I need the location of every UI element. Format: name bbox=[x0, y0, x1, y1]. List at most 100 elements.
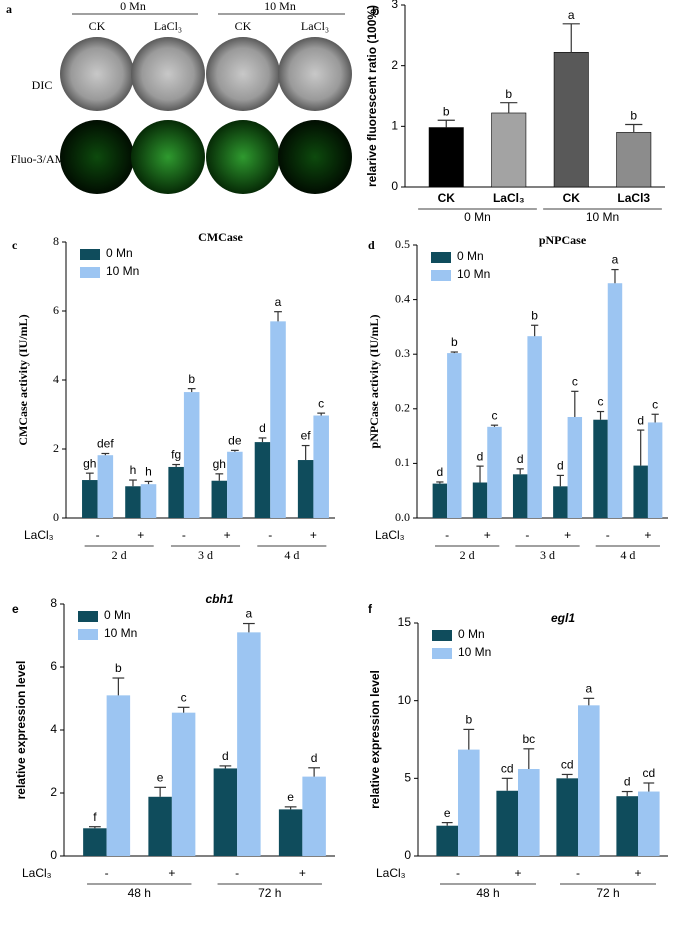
significance-letter: c bbox=[318, 396, 324, 410]
significance-letter: b bbox=[465, 713, 472, 727]
significance-letter: def bbox=[97, 437, 114, 451]
significance-letter: e bbox=[157, 771, 164, 785]
y-tick-label: 8 bbox=[53, 234, 59, 248]
group-label: 48 h bbox=[128, 886, 151, 900]
treatment-label: LaCl₃ bbox=[24, 528, 54, 542]
legend-label: 10 Mn bbox=[458, 645, 491, 659]
y-tick-label: 3 bbox=[391, 0, 398, 11]
bar bbox=[97, 455, 114, 518]
bar bbox=[518, 769, 540, 856]
row-label: DIC bbox=[32, 78, 53, 92]
bar bbox=[616, 132, 652, 188]
y-axis-label: relative expression level bbox=[14, 661, 28, 800]
significance-letter: fg bbox=[171, 448, 181, 462]
chart: d 0.0 0.1 0.2 0.3 0.4 0.5 pNPCase activity (IU/… bbox=[367, 233, 668, 562]
bar bbox=[428, 127, 464, 188]
group-label: 3 d bbox=[540, 548, 555, 562]
group-label: 0 Mn bbox=[120, 0, 146, 13]
treatment-label: LaCl₃ bbox=[375, 528, 405, 542]
significance-letter: d bbox=[477, 449, 484, 463]
legend-label: 0 Mn bbox=[457, 249, 484, 263]
chart: c 0 2 4 6 8 CMCase activity (IU/mL) CMCase gh h fg… bbox=[12, 230, 335, 562]
group-label: 0 Mn bbox=[464, 210, 491, 224]
significance-letter: b bbox=[505, 87, 512, 101]
group-label: 2 d bbox=[460, 548, 475, 562]
y-axis-label: relative expression level bbox=[368, 670, 382, 809]
micrograph bbox=[60, 37, 134, 111]
panel-label: a bbox=[6, 2, 12, 16]
significance-letter: d bbox=[311, 751, 318, 765]
bar bbox=[567, 416, 583, 518]
x-tick-label: + bbox=[634, 866, 641, 880]
bar bbox=[607, 283, 623, 518]
x-tick-label: - bbox=[525, 528, 529, 542]
y-axis-label: CMCase activity (IU/mL) bbox=[16, 314, 30, 445]
y-tick-label: 0.1 bbox=[395, 455, 410, 469]
bar bbox=[593, 419, 608, 518]
bar bbox=[527, 336, 542, 518]
y-tick-label: 0.3 bbox=[395, 346, 410, 360]
y-tick-label: 2 bbox=[391, 58, 398, 72]
significance-letter: bc bbox=[522, 732, 535, 746]
panel-label: f bbox=[368, 602, 373, 616]
significance-letter: a bbox=[275, 295, 282, 309]
group-label: 4 d bbox=[620, 548, 635, 562]
x-tick-label: - bbox=[456, 866, 460, 880]
x-tick-label: + bbox=[484, 528, 491, 542]
y-tick-label: 0 bbox=[391, 179, 398, 193]
bar bbox=[638, 791, 660, 856]
y-tick-label: 4 bbox=[50, 722, 57, 736]
y-tick-label: 0 bbox=[404, 848, 411, 862]
y-axis-label: pNPCase activity (IU/mL) bbox=[367, 315, 381, 449]
bar bbox=[313, 415, 329, 518]
bar bbox=[237, 632, 261, 856]
significance-letter: c bbox=[598, 395, 604, 409]
significance-letter: a bbox=[612, 253, 619, 267]
bar bbox=[148, 796, 172, 856]
significance-letter: d bbox=[517, 452, 524, 466]
x-tick-label: CK bbox=[438, 191, 456, 205]
y-tick-label: 0 bbox=[50, 848, 57, 862]
y-tick-label: 0.5 bbox=[395, 237, 410, 251]
significance-letter: d bbox=[557, 459, 564, 473]
significance-letter: gh bbox=[213, 457, 226, 471]
micrograph bbox=[131, 37, 205, 111]
significance-letter: f bbox=[93, 810, 97, 824]
y-tick-label: 6 bbox=[50, 659, 57, 673]
bar bbox=[578, 705, 600, 856]
x-tick-label: + bbox=[310, 528, 317, 542]
significance-letter: cd bbox=[642, 766, 655, 780]
significance-letter: b bbox=[451, 335, 458, 349]
legend-label: 0 Mn bbox=[106, 246, 133, 260]
bar bbox=[432, 483, 448, 518]
significance-letter: ef bbox=[301, 429, 312, 443]
legend-label: 10 Mn bbox=[457, 267, 490, 281]
micrograph bbox=[206, 120, 280, 194]
x-tick-label: CK bbox=[563, 191, 581, 205]
bar bbox=[447, 353, 462, 518]
chart: e 0 2 4 6 8 relative expression level cbh1 f e d e 0… bbox=[12, 592, 335, 900]
group-label: 4 d bbox=[284, 548, 299, 562]
y-tick-label: 0.4 bbox=[395, 291, 410, 305]
panel-a: a 0 Mn 10 Mn CK LaCl₃ CK LaCl₃ DIC Fluo-… bbox=[6, 0, 352, 194]
group-label: 10 Mn bbox=[264, 0, 296, 13]
legend-swatch bbox=[80, 249, 100, 260]
significance-letter: h bbox=[145, 465, 152, 479]
bar bbox=[512, 474, 528, 518]
column-label: CK bbox=[235, 19, 252, 33]
x-tick-label: - bbox=[445, 528, 449, 542]
significance-letter: gh bbox=[83, 456, 96, 470]
legend-swatch bbox=[78, 629, 98, 640]
bar bbox=[83, 828, 107, 856]
significance-letter: c bbox=[491, 408, 497, 422]
significance-letter: a bbox=[585, 682, 592, 696]
group-label: 10 Mn bbox=[586, 210, 619, 224]
x-tick-label: + bbox=[168, 866, 175, 880]
significance-letter: d bbox=[437, 465, 444, 479]
x-tick-label: - bbox=[105, 866, 109, 880]
y-tick-label: 6 bbox=[53, 303, 59, 317]
y-tick-label: 2 bbox=[50, 785, 57, 799]
legend-swatch bbox=[80, 267, 100, 278]
